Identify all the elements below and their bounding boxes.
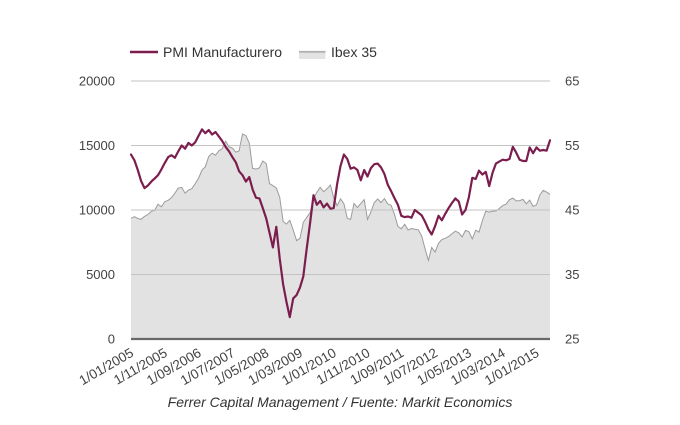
svg-text:Ibex 35: Ibex 35 xyxy=(331,44,377,60)
svg-text:15000: 15000 xyxy=(79,138,115,153)
svg-text:55: 55 xyxy=(565,138,579,153)
svg-text:35: 35 xyxy=(565,267,579,282)
svg-text:0: 0 xyxy=(108,332,115,347)
svg-text:Ferrer Capital Management / Fu: Ferrer Capital Management / Fuente: Mark… xyxy=(168,394,513,410)
svg-text:5000: 5000 xyxy=(86,267,115,282)
svg-text:PMI Manufacturero: PMI Manufacturero xyxy=(163,44,282,60)
svg-text:65: 65 xyxy=(565,74,579,89)
svg-text:10000: 10000 xyxy=(79,203,115,218)
svg-text:25: 25 xyxy=(565,332,579,347)
svg-text:45: 45 xyxy=(565,203,579,218)
svg-text:20000: 20000 xyxy=(79,74,115,89)
